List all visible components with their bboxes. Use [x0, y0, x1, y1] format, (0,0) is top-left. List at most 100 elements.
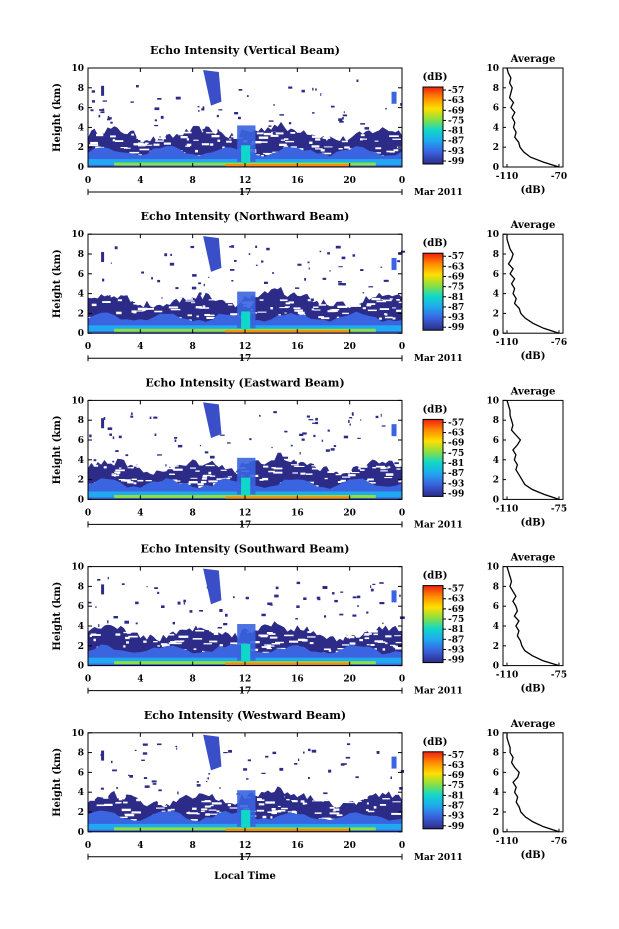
echo-gap	[117, 299, 122, 302]
echo-gap	[117, 473, 120, 475]
echo-gap	[360, 469, 365, 471]
echo-gap	[215, 632, 219, 635]
echo-gap	[127, 467, 134, 469]
echo-speck	[112, 769, 117, 772]
echo-gap	[123, 479, 131, 482]
echo-speck	[208, 773, 211, 775]
echo-gap	[168, 306, 179, 309]
echo-speck	[322, 277, 327, 280]
echo-speck	[390, 776, 392, 780]
echo-gap	[278, 809, 286, 812]
echo-speck	[360, 269, 364, 271]
echo-gap	[280, 139, 285, 141]
echo-streak-left	[101, 85, 105, 96]
echo-gap	[256, 132, 264, 135]
echo-gap	[227, 804, 231, 807]
x-tick-label: 16	[291, 342, 304, 352]
echo-gap	[323, 146, 333, 148]
echo-gap	[115, 469, 125, 472]
echo-gap	[120, 147, 128, 149]
echo-gap	[351, 304, 361, 307]
echo-gap	[202, 474, 212, 477]
echo-speck	[381, 425, 386, 427]
echo-gap	[364, 633, 372, 635]
echo-gap	[205, 132, 210, 134]
echo-speck	[317, 598, 321, 601]
echo-gap	[270, 816, 273, 819]
echo-speck	[339, 121, 344, 123]
echo-ground-hot	[225, 828, 350, 832]
echo-gap	[270, 133, 274, 136]
echo-speck	[298, 758, 300, 761]
echo-gap	[147, 298, 157, 301]
echo-speck	[352, 413, 354, 416]
y-tick-label: 2	[78, 808, 84, 818]
profile-x-tick-label: -110	[496, 504, 519, 514]
echo-gap	[340, 479, 346, 483]
y-tick-label: 8	[78, 250, 84, 260]
x-tick-label: 0	[399, 675, 405, 685]
profile-title: Average	[510, 386, 556, 397]
echo-speck	[343, 111, 345, 114]
echo-speck	[283, 456, 288, 459]
x-tick-label: 20	[343, 841, 356, 851]
echo-gap	[278, 805, 281, 807]
echo-gap	[379, 804, 387, 806]
echo-speck	[387, 132, 392, 134]
echo-gap	[111, 473, 114, 475]
echo-gap	[290, 132, 296, 134]
echo-gap	[363, 138, 367, 140]
echo-gap	[206, 317, 215, 319]
echo-gap	[165, 633, 175, 636]
echo-speck	[238, 89, 243, 91]
echo-speck	[401, 250, 406, 253]
echo-gap	[167, 809, 172, 812]
echo-gap	[338, 465, 343, 468]
echo-gap	[307, 636, 316, 638]
profile-y-tick-label: 0	[493, 495, 499, 505]
echo-streak	[203, 402, 222, 439]
echo-speck	[375, 415, 379, 419]
profile-y-tick-label: 0	[493, 329, 499, 339]
colorbar-tick-label: -69	[448, 272, 464, 282]
echo-speck	[99, 109, 104, 111]
echo-speck	[357, 595, 361, 599]
echo-gap	[190, 467, 196, 469]
profile-y-tick-label: 4	[493, 788, 499, 798]
echo-speck	[233, 596, 235, 599]
echo-gap	[204, 800, 211, 802]
echo-gap	[382, 648, 386, 651]
echo-gap	[339, 470, 345, 472]
echo-gap	[136, 798, 141, 802]
echo-gap	[155, 469, 164, 471]
echo-speck	[219, 434, 225, 436]
echo-speck	[174, 439, 177, 442]
echo-speck	[370, 585, 372, 588]
echo-speck	[360, 123, 366, 125]
profile-x-tick-label: -76	[551, 338, 567, 348]
echo-speck	[217, 129, 220, 133]
echo-speck	[206, 781, 208, 783]
colorbar-tick-label: -69	[448, 771, 464, 781]
x-tick-label: 12	[239, 342, 252, 352]
echo-speck	[102, 100, 107, 102]
month-label: Mar 2011	[414, 687, 463, 697]
echo-speck	[324, 615, 327, 618]
echo-speck	[397, 260, 401, 263]
echo-gap	[391, 812, 401, 815]
x-tick-label: 4	[137, 176, 143, 186]
x-tick-label: 4	[137, 841, 143, 851]
profile-y-tick-label: 4	[493, 456, 499, 466]
echo-gap	[379, 308, 390, 310]
echo-gap	[296, 465, 305, 467]
echo-gap	[318, 800, 329, 802]
x-tick-label: 20	[343, 675, 356, 685]
echo-streak-left	[101, 252, 105, 263]
echo-speck	[294, 461, 297, 464]
profile-title: Average	[510, 553, 556, 564]
echo-speck	[225, 613, 228, 617]
echo-gap	[210, 813, 220, 815]
echo-gap	[262, 815, 267, 818]
echo-speck	[100, 111, 105, 114]
echo-speck	[261, 260, 264, 263]
